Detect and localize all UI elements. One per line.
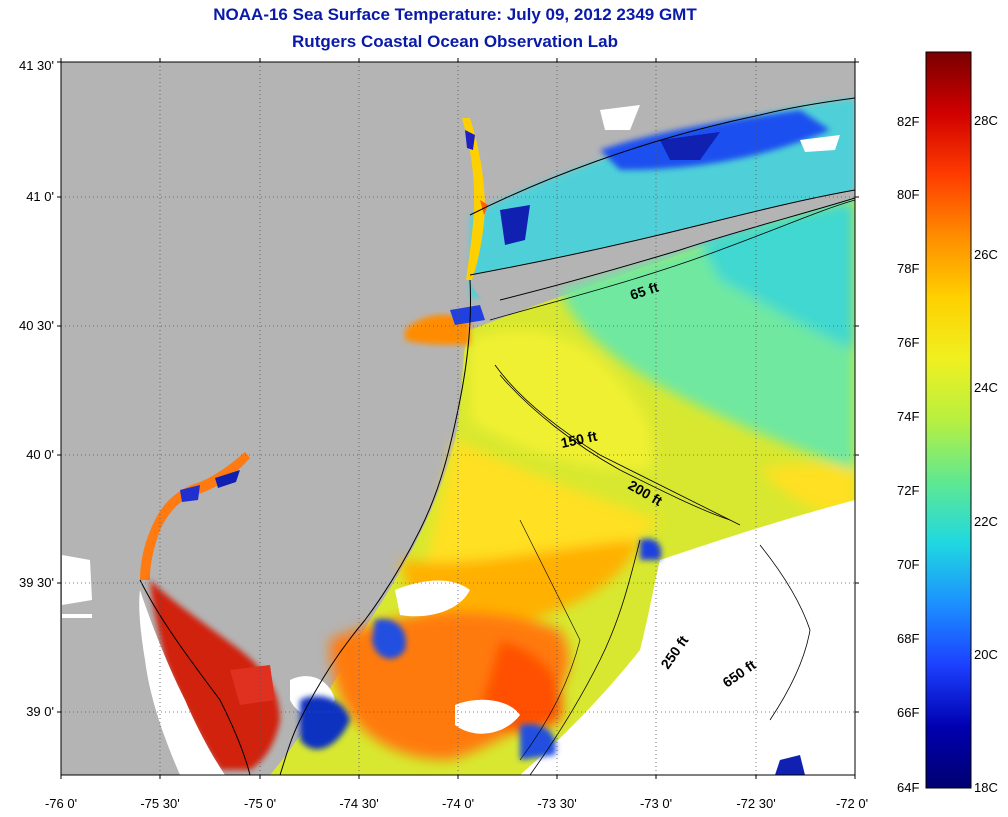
colorbar-f-label: 68F	[897, 631, 919, 646]
colorbar-c-label: 26C	[974, 247, 998, 262]
depth-label-150: 150 ft	[559, 428, 598, 451]
graticule	[61, 62, 855, 775]
cloud-mask	[62, 105, 855, 775]
colorbar-f-label: 64F	[897, 780, 919, 795]
lat-label: 39 0'	[26, 704, 54, 719]
colorbar-f-label: 78F	[897, 261, 919, 276]
colorbar-f-label: 76F	[897, 335, 919, 350]
hudson-river	[462, 118, 485, 280]
lon-label: -76 0'	[45, 796, 77, 811]
colorbar-f-label: 82F	[897, 114, 919, 129]
latitude-labels: 41 30' 41 0' 40 30' 40 0' 39 30' 39 0'	[19, 58, 54, 719]
lon-label: -72 30'	[736, 796, 775, 811]
depth-contours	[489, 199, 855, 775]
lon-label: -73 30'	[537, 796, 576, 811]
lat-label: 40 0'	[26, 447, 54, 462]
lon-label: -75 30'	[140, 796, 179, 811]
lon-label: -75 0'	[244, 796, 276, 811]
lat-label: 39 30'	[19, 575, 54, 590]
temperature-field	[330, 200, 855, 760]
map-plot-area: 65 ft 150 ft 200 ft 250 ft 650 ft	[61, 62, 855, 775]
lon-label: -74 30'	[339, 796, 378, 811]
lon-label: -73 0'	[640, 796, 672, 811]
colorbar-f-label: 80F	[897, 187, 919, 202]
colorbar-f-label: 72F	[897, 483, 919, 498]
long-island	[470, 190, 855, 301]
colorbar-c-labels: 28C 26C 24C 22C 20C 18C	[974, 113, 998, 795]
colorbar-c-label: 28C	[974, 113, 998, 128]
axis-ticks	[57, 58, 859, 779]
coastline	[139, 97, 855, 775]
longitude-labels: -76 0' -75 30' -75 0' -74 30' -74 0' -73…	[45, 796, 868, 811]
colorbar-c-label: 20C	[974, 647, 998, 662]
lat-label: 41 30'	[19, 58, 54, 73]
colorbar-c-label: 24C	[974, 380, 998, 395]
delaware-bay	[150, 580, 280, 770]
colorbar-f-label: 66F	[897, 705, 919, 720]
lon-label: -74 0'	[442, 796, 474, 811]
colorbar	[925, 51, 972, 789]
lon-label: -72 0'	[836, 796, 868, 811]
colorbar-c-label: 22C	[974, 514, 998, 529]
colorbar-c-label: 18C	[974, 780, 998, 795]
map-subtitle: Rutgers Coastal Ocean Observation Lab	[292, 32, 618, 51]
colorbar-f-label: 70F	[897, 557, 919, 572]
delaware-river	[140, 452, 250, 580]
map-title: NOAA-16 Sea Surface Temperature: July 09…	[213, 5, 697, 24]
colorbar-f-label: 74F	[897, 409, 919, 424]
colorbar-f-labels: 82F 80F 78F 76F 74F 72F 70F 68F 66F 64F	[897, 114, 919, 795]
lat-label: 41 0'	[26, 189, 54, 204]
lat-label: 40 30'	[19, 318, 54, 333]
